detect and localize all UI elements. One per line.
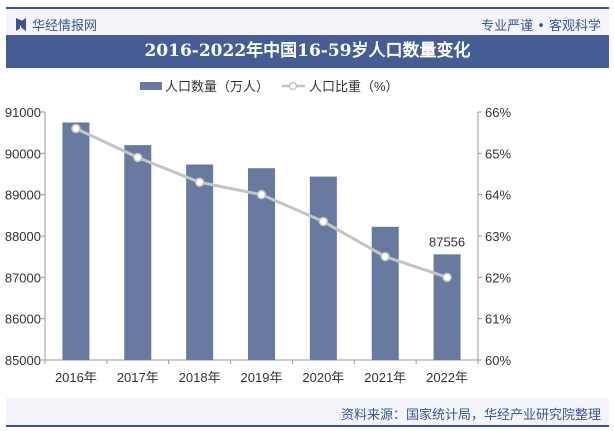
logo-icon [16, 18, 26, 31]
bar [186, 164, 214, 360]
line-point [194, 177, 205, 188]
right-tick-label: 66% [485, 105, 511, 120]
x-tick-label: 2021年 [364, 370, 406, 385]
logo: 华经情报网 [16, 15, 97, 34]
right-tick-label: 64% [485, 188, 511, 203]
left-tick-label: 89000 [5, 188, 41, 203]
x-tick-label: 2019年 [241, 370, 283, 385]
right-tick-label: 61% [485, 312, 511, 327]
chart-title: 2016-2022年中国16-59岁人口数量变化 [6, 35, 609, 68]
slogan: 专业严谨 • 客观科学 [481, 19, 601, 34]
left-tick-label: 87000 [5, 270, 41, 285]
left-tick-label: 91000 [5, 105, 41, 120]
bar [309, 176, 337, 360]
x-tick-label: 2022年 [426, 370, 468, 385]
line-point [71, 123, 81, 134]
data-label: 87556 [429, 234, 465, 249]
line-point [318, 216, 329, 227]
left-tick-label: 88000 [5, 229, 41, 244]
bar [62, 122, 90, 360]
right-tick-label: 62% [485, 270, 511, 285]
x-tick-label: 2020年 [302, 370, 344, 385]
legend-line-label: 人口比重（%） [309, 79, 399, 94]
bottom-divider [6, 425, 609, 427]
footer: 资料来源：国家统计局，华经产业研究院整理 [6, 398, 609, 425]
legend-bar-label: 人口数量（万人） [165, 79, 269, 94]
line-point [380, 251, 390, 262]
bar [433, 254, 461, 360]
right-tick-label: 60% [485, 353, 511, 368]
line-point [256, 189, 267, 200]
source-note: 资料来源：国家统计局，华经产业研究院整理 [340, 408, 601, 423]
line-point [442, 272, 452, 283]
bar [371, 226, 399, 360]
right-tick-label: 63% [485, 229, 511, 244]
left-tick-label: 90000 [5, 146, 41, 161]
x-tick-label: 2018年 [179, 370, 221, 385]
top-divider [6, 7, 609, 9]
x-tick-label: 2016年 [55, 370, 97, 385]
legend-bar-swatch [140, 82, 162, 90]
line-point [133, 152, 143, 163]
legend-line-marker [288, 81, 298, 91]
bar [124, 145, 152, 360]
x-tick-label: 2017年 [117, 370, 159, 385]
left-tick-label: 86000 [5, 312, 41, 327]
right-tick-label: 65% [485, 146, 511, 161]
left-tick-label: 85000 [5, 353, 41, 368]
logo-text: 华经情报网 [32, 19, 98, 34]
header: 华经情报网 专业严谨 • 客观科学 [6, 9, 609, 35]
